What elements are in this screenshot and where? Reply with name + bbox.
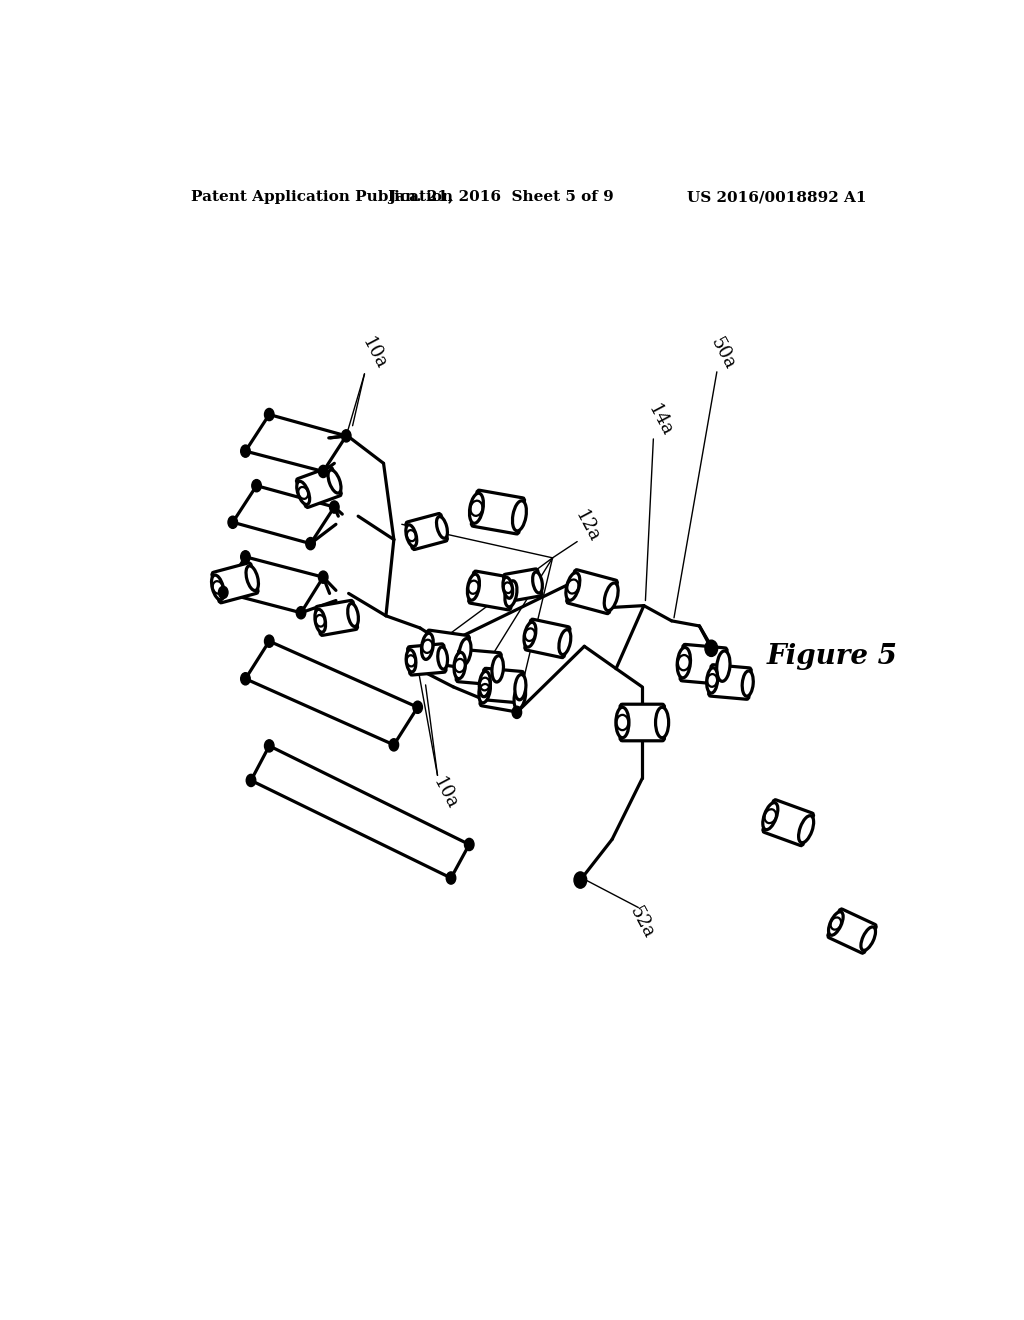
FancyBboxPatch shape [709, 665, 752, 700]
FancyBboxPatch shape [620, 704, 665, 741]
Circle shape [413, 701, 423, 713]
Circle shape [389, 739, 398, 751]
Circle shape [330, 500, 339, 513]
FancyBboxPatch shape [763, 800, 813, 846]
Ellipse shape [604, 583, 618, 611]
Circle shape [252, 479, 261, 492]
Ellipse shape [479, 672, 490, 697]
Ellipse shape [406, 525, 417, 546]
FancyBboxPatch shape [456, 649, 501, 685]
Circle shape [512, 706, 521, 718]
Circle shape [446, 873, 456, 884]
Ellipse shape [763, 803, 778, 830]
FancyBboxPatch shape [297, 467, 341, 507]
Circle shape [318, 466, 328, 478]
Circle shape [465, 838, 474, 850]
Ellipse shape [655, 708, 669, 738]
Ellipse shape [479, 677, 490, 702]
Ellipse shape [422, 634, 433, 660]
FancyBboxPatch shape [827, 909, 877, 953]
Text: 12a: 12a [570, 507, 602, 545]
Ellipse shape [438, 647, 447, 669]
Ellipse shape [707, 668, 718, 693]
FancyBboxPatch shape [315, 601, 357, 635]
Ellipse shape [717, 651, 730, 681]
FancyBboxPatch shape [212, 562, 258, 603]
Ellipse shape [799, 816, 814, 842]
Circle shape [318, 572, 328, 583]
Text: US 2016/0018892 A1: US 2016/0018892 A1 [686, 190, 866, 205]
FancyBboxPatch shape [406, 513, 447, 549]
Text: Figure 5: Figure 5 [767, 643, 898, 671]
FancyBboxPatch shape [469, 572, 516, 610]
Circle shape [264, 408, 274, 421]
Ellipse shape [492, 656, 504, 682]
Ellipse shape [828, 912, 843, 936]
Circle shape [241, 445, 250, 457]
Ellipse shape [328, 470, 341, 494]
Circle shape [705, 640, 718, 656]
Ellipse shape [532, 572, 543, 593]
Circle shape [264, 635, 274, 647]
Ellipse shape [505, 581, 517, 607]
Ellipse shape [615, 708, 629, 738]
Ellipse shape [315, 610, 326, 632]
Ellipse shape [407, 649, 416, 672]
Circle shape [246, 775, 256, 787]
Text: 10a: 10a [358, 334, 390, 372]
Circle shape [264, 739, 274, 752]
Circle shape [241, 550, 250, 562]
Ellipse shape [566, 573, 580, 601]
Ellipse shape [503, 577, 513, 598]
FancyBboxPatch shape [566, 570, 617, 614]
FancyBboxPatch shape [504, 569, 542, 602]
Text: Patent Application Publication: Patent Application Publication [191, 190, 454, 205]
Ellipse shape [559, 630, 570, 655]
Ellipse shape [212, 576, 224, 599]
Ellipse shape [742, 671, 754, 696]
FancyBboxPatch shape [481, 668, 524, 702]
Ellipse shape [467, 574, 479, 601]
Circle shape [574, 873, 587, 888]
Circle shape [228, 516, 238, 528]
Text: 14a: 14a [644, 401, 676, 440]
FancyBboxPatch shape [480, 675, 524, 711]
Circle shape [306, 537, 315, 549]
FancyBboxPatch shape [408, 644, 446, 675]
Ellipse shape [514, 684, 525, 709]
Ellipse shape [524, 622, 536, 647]
Ellipse shape [348, 603, 358, 627]
Circle shape [341, 430, 351, 442]
Ellipse shape [861, 927, 876, 950]
Ellipse shape [246, 566, 258, 590]
FancyBboxPatch shape [471, 490, 524, 533]
Ellipse shape [454, 652, 466, 678]
Text: 52a: 52a [627, 904, 658, 941]
Circle shape [296, 607, 306, 619]
Circle shape [241, 673, 250, 685]
Ellipse shape [436, 516, 447, 539]
Ellipse shape [469, 494, 483, 523]
Ellipse shape [515, 675, 526, 700]
Circle shape [218, 586, 228, 598]
FancyBboxPatch shape [423, 630, 469, 668]
Text: Jan. 21, 2016  Sheet 5 of 9: Jan. 21, 2016 Sheet 5 of 9 [388, 190, 613, 205]
FancyBboxPatch shape [525, 619, 570, 657]
Ellipse shape [512, 500, 526, 531]
Text: 50a: 50a [708, 334, 739, 372]
Text: 10a: 10a [430, 775, 461, 813]
Ellipse shape [297, 482, 309, 504]
Ellipse shape [677, 648, 690, 678]
Ellipse shape [459, 639, 471, 665]
FancyBboxPatch shape [680, 644, 727, 684]
